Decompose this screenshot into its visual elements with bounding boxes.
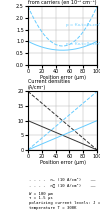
Text: n = f(x,t=0s,cm²): n = f(x,t=0s,cm²) [66,42,100,46]
Text: p = f(x,t=0s,cm²): p = f(x,t=0s,cm²) [66,23,100,27]
Text: - - - -  nₚ (10 A/cm²)    ——  nₚ (20 A/cm²)
- - - -  n꜀ (10 A/cm²)    ——  n꜀ (20: - - - - nₚ (10 A/cm²) —— nₚ (20 A/cm²) -… [29,178,100,210]
X-axis label: Position error (µm): Position error (µm) [40,75,86,80]
X-axis label: Position error (µm): Position error (µm) [40,160,86,165]
Text: Current densities
(A/cm²): Current densities (A/cm²) [28,79,70,90]
Text: Concentrations
from carriers (en 10¹⁵ cm⁻³): Concentrations from carriers (en 10¹⁵ cm… [28,0,96,5]
